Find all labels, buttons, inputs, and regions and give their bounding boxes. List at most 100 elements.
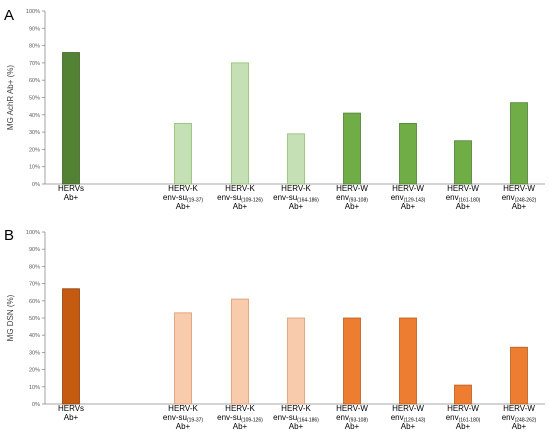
panel-a: A 0% 10% 20% 30% 40% 50% 60% 70% 80% 90% 100% MG Ach… [4, 7, 545, 211]
y-tick-label: 30% [29, 350, 40, 356]
category-label: env(93-108) [336, 193, 368, 204]
category-label: HERV-K [281, 184, 311, 193]
y-tick-label: 60% [29, 299, 40, 305]
category-label: HERV-K [168, 404, 198, 413]
category-label: Ab+ [512, 422, 527, 431]
category-label: Ab+ [512, 202, 527, 211]
category-label-text: HERV-W [503, 404, 535, 413]
category-label-subscript: (161-180) [459, 198, 481, 204]
category-label: Ab+ [233, 422, 248, 431]
category-label: env-su(19-37) [163, 193, 203, 204]
category-label-text: HERV-K [168, 184, 198, 193]
y-tick-label: 100% [26, 230, 40, 236]
category-label-text: HERVs [58, 184, 84, 193]
category-label: env(93-108) [336, 413, 368, 424]
category-label: env(161-180) [446, 413, 481, 424]
category-label: HERV-W [392, 184, 424, 193]
y-tick-label: 70% [29, 61, 40, 67]
category-label: Ab+ [345, 422, 360, 431]
category-label: env(129-143) [391, 413, 426, 424]
category-label-text: HERV-W [447, 404, 479, 413]
y-tick-label: 90% [29, 247, 40, 253]
category-label: env-su(19-37) [163, 413, 203, 424]
category-label-text: Ab+ [176, 422, 191, 431]
y-tick-label: 80% [29, 264, 40, 270]
category-label-subscript: (19-37) [187, 418, 203, 424]
category-label: Ab+ [456, 202, 471, 211]
bar [454, 140, 472, 185]
category-label-text: HERVs [58, 404, 84, 413]
category-label-subscript: (109-126) [241, 198, 263, 204]
category-label-subscript: (164-186) [297, 418, 319, 424]
panel-letter: B [4, 227, 14, 244]
category-label: Ab+ [401, 202, 416, 211]
y-tick-label: 10% [29, 165, 40, 171]
category-label-text: HERV-K [281, 404, 311, 413]
category-label: Ab+ [233, 202, 248, 211]
category-label-subscript: (129-143) [404, 198, 426, 204]
category-label: HERV-W [336, 184, 368, 193]
category-label: HERV-K [168, 184, 198, 193]
category-label-text: Ab+ [64, 193, 79, 202]
category-label-subscript: (161-180) [459, 418, 481, 424]
category-label-subscript: (93-108) [349, 198, 368, 204]
category-label: Ab+ [64, 193, 79, 202]
category-label: HERV-W [447, 404, 479, 413]
bar [510, 102, 528, 185]
category-label-subscript: (129-143) [404, 418, 426, 424]
category-label: HERV-K [281, 404, 311, 413]
category-label-text: HERV-W [392, 404, 424, 413]
category-label: env(161-180) [446, 193, 481, 204]
category-label-text: Ab+ [289, 422, 304, 431]
y-tick-label: 100% [26, 9, 40, 15]
category-label-subscript: (248-262) [515, 418, 537, 424]
category-label: Ab+ [64, 413, 79, 422]
category-label-text: env-su [273, 193, 297, 202]
bar [174, 312, 192, 405]
category-label-text: env [336, 193, 349, 202]
y-tick-label: 40% [29, 333, 40, 339]
category-label-text: Ab+ [345, 422, 360, 431]
category-label-text: Ab+ [512, 202, 527, 211]
y-tick-label: 0% [32, 402, 40, 408]
category-label: Ab+ [456, 422, 471, 431]
bar [399, 317, 417, 405]
category-label: HERV-K [225, 404, 255, 413]
category-label: HERV-W [503, 404, 535, 413]
category-label-text: Ab+ [401, 422, 416, 431]
bar [399, 123, 417, 185]
category-label: env-su(164-186) [273, 413, 319, 424]
category-label-text: env-su [273, 413, 297, 422]
category-label: HERV-W [336, 404, 368, 413]
category-label: env(248-262) [502, 193, 537, 204]
bar [231, 298, 249, 405]
category-label-text: env [502, 413, 515, 422]
category-label: env-su(109-126) [217, 193, 263, 204]
y-tick-label: 60% [29, 78, 40, 84]
category-label-text: Ab+ [456, 422, 471, 431]
category-label: HERV-W [447, 184, 479, 193]
category-label: HERV-W [392, 404, 424, 413]
y-tick-label: 50% [29, 96, 40, 102]
category-label-subscript: (248-262) [515, 198, 537, 204]
bar [287, 317, 305, 405]
category-label-text: HERV-K [225, 184, 255, 193]
category-label-text: HERV-K [168, 404, 198, 413]
category-label-text: Ab+ [512, 422, 527, 431]
category-label-text: env [502, 193, 515, 202]
y-tick-label: 50% [29, 316, 40, 322]
category-label: Ab+ [289, 422, 304, 431]
bar [174, 123, 192, 185]
category-label-text: Ab+ [64, 413, 79, 422]
panel-letter: A [4, 7, 14, 24]
category-label: Ab+ [176, 422, 191, 431]
category-label: env(248-262) [502, 413, 537, 424]
category-label-text: HERV-W [336, 404, 368, 413]
category-label-text: Ab+ [456, 202, 471, 211]
category-label-text: Ab+ [233, 202, 248, 211]
bar [454, 384, 472, 405]
bar [231, 62, 249, 185]
y-tick-label: 90% [29, 26, 40, 32]
bar [343, 112, 361, 185]
